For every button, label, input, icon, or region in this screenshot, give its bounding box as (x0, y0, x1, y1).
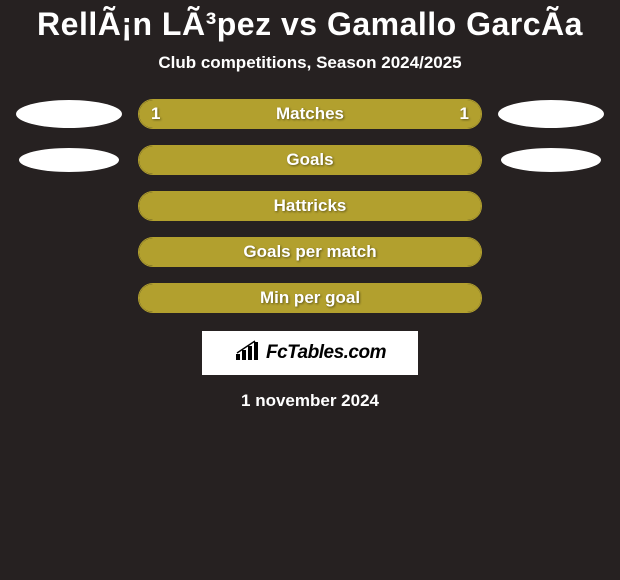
bar-chart-icon (234, 340, 262, 367)
stat-bar-goals-per-match: Goals per match (138, 237, 482, 267)
branding-text: FcTables.com (266, 342, 386, 364)
stat-label: Goals per match (243, 242, 376, 262)
stat-row: Hattricks (0, 191, 620, 221)
left-ellipse-marker (16, 100, 122, 128)
stat-row: 1 Matches 1 (0, 99, 620, 129)
stat-rows: 1 Matches 1 Goals (0, 99, 620, 313)
date-label: 1 november 2024 (0, 391, 620, 411)
stat-bar-hattricks: Hattricks (138, 191, 482, 221)
left-marker-cell (0, 284, 138, 312)
left-marker-cell (0, 100, 138, 128)
branding-box[interactable]: FcTables.com (202, 331, 418, 375)
page-title: RellÃ¡n LÃ³pez vs Gamallo GarcÃ­a (0, 6, 620, 43)
left-marker-cell (0, 238, 138, 266)
stat-bar-goals: Goals (138, 145, 482, 175)
stat-row: Goals per match (0, 237, 620, 267)
left-ellipse-marker (19, 148, 119, 172)
stat-row: Min per goal (0, 283, 620, 313)
right-ellipse-marker (501, 148, 601, 172)
stat-right-value: 1 (460, 104, 469, 124)
subtitle: Club competitions, Season 2024/2025 (0, 53, 620, 73)
stat-label: Min per goal (260, 288, 360, 308)
left-marker-cell (0, 148, 138, 172)
right-marker-cell (482, 192, 620, 220)
stat-left-value: 1 (151, 104, 160, 124)
stat-label: Matches (276, 104, 344, 124)
right-marker-cell (482, 100, 620, 128)
stat-bar-matches: 1 Matches 1 (138, 99, 482, 129)
stat-label: Hattricks (274, 196, 347, 216)
stat-label: Goals (286, 150, 333, 170)
right-ellipse-marker (498, 100, 604, 128)
right-marker-cell (482, 238, 620, 266)
right-marker-cell (482, 148, 620, 172)
left-marker-cell (0, 192, 138, 220)
right-marker-cell (482, 284, 620, 312)
stat-bar-min-per-goal: Min per goal (138, 283, 482, 313)
stat-row: Goals (0, 145, 620, 175)
comparison-widget: RellÃ¡n LÃ³pez vs Gamallo GarcÃ­a Club c… (0, 0, 620, 411)
